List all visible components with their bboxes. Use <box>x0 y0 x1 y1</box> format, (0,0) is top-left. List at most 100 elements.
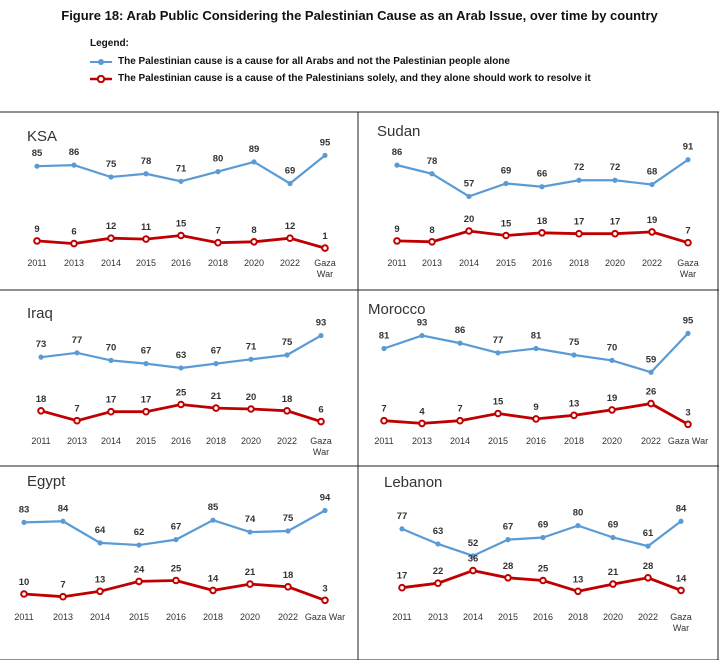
tick-label-ksa: 2014 <box>101 258 121 268</box>
tick-label-line: War <box>313 447 329 457</box>
data-label-all-arabs-egypt: 62 <box>134 527 145 538</box>
point-palestinians-only-morocco <box>684 420 692 429</box>
data-label-palestinians-only-ksa: 1 <box>322 231 328 242</box>
point-palestinians-only-iraq <box>37 407 45 415</box>
point-all-arabs-egypt <box>97 540 103 546</box>
tick-label-ksa: Gaza War <box>314 258 336 279</box>
tick-label-morocco: Gaza War <box>668 436 708 446</box>
point-all-arabs-iraq <box>213 361 219 367</box>
data-label-all-arabs-egypt: 74 <box>245 514 256 525</box>
point-all-arabs-morocco <box>457 340 463 346</box>
point-all-arabs-morocco <box>609 357 615 363</box>
point-palestinians-only-egypt <box>321 596 329 605</box>
point-all-arabs-lebanon <box>645 543 651 549</box>
point-all-arabs-iraq <box>38 354 44 360</box>
data-label-all-arabs-ksa: 80 <box>213 154 224 165</box>
data-label-palestinians-only-iraq: 18 <box>282 394 293 405</box>
data-label-palestinians-only-egypt: 14 <box>208 573 219 584</box>
point-palestinians-only-ksa <box>286 234 294 242</box>
data-label-palestinians-only-morocco: 4 <box>419 406 425 417</box>
point-all-arabs-morocco <box>571 352 577 358</box>
data-label-palestinians-only-egypt: 7 <box>60 580 65 591</box>
tick-label-morocco: 2014 <box>450 436 470 446</box>
tick-label-ksa: 2016 <box>171 258 191 268</box>
point-all-arabs-sudan <box>539 184 545 190</box>
point-palestinians-only-egypt <box>20 590 28 598</box>
point-all-arabs-iraq <box>318 332 324 339</box>
point-all-arabs-iraq <box>178 365 184 371</box>
tick-label-sudan: 2013 <box>422 258 442 268</box>
data-label-palestinians-only-iraq: 20 <box>246 392 257 403</box>
point-palestinians-only-sudan <box>538 229 546 237</box>
point-palestinians-only-lebanon <box>504 574 512 582</box>
data-label-all-arabs-iraq: 67 <box>141 346 152 357</box>
data-label-palestinians-only-egypt: 13 <box>95 574 106 585</box>
point-all-arabs-iraq <box>108 357 114 363</box>
legend-item-palestinians-only: The Palestinian cause is a cause of the … <box>90 70 591 87</box>
point-all-arabs-egypt <box>285 528 291 534</box>
data-label-palestinians-only-egypt: 10 <box>19 577 30 588</box>
point-all-arabs-egypt <box>322 507 328 514</box>
point-palestinians-only-morocco <box>494 409 502 418</box>
data-label-palestinians-only-morocco: 13 <box>569 398 580 409</box>
data-label-palestinians-only-egypt: 25 <box>171 564 182 575</box>
point-all-arabs-morocco <box>495 350 501 356</box>
point-palestinians-only-lebanon <box>539 576 547 585</box>
point-all-arabs-lebanon <box>470 553 476 559</box>
data-label-palestinians-only-ksa: 9 <box>34 224 39 235</box>
tick-label-ksa: 2011 <box>27 258 46 268</box>
point-all-arabs-ksa <box>287 180 293 187</box>
point-all-arabs-lebanon <box>575 523 581 529</box>
data-label-all-arabs-ksa: 75 <box>106 159 117 170</box>
point-palestinians-only-egypt <box>209 586 217 595</box>
data-label-palestinians-only-morocco: 3 <box>685 407 690 418</box>
tick-label-line: War <box>680 269 696 279</box>
point-all-arabs-sudan <box>429 171 435 177</box>
data-label-palestinians-only-lebanon: 21 <box>608 567 619 578</box>
data-label-palestinians-only-iraq: 21 <box>211 391 222 402</box>
point-all-arabs-egypt <box>60 518 66 524</box>
tick-label-egypt: 2011 <box>14 612 33 622</box>
data-label-palestinians-only-morocco: 15 <box>493 397 504 408</box>
data-label-all-arabs-ksa: 85 <box>32 148 43 159</box>
point-all-arabs-ksa <box>34 163 40 169</box>
tick-label-morocco: 2020 <box>602 436 622 446</box>
legend-heading: Legend: <box>90 38 129 49</box>
data-label-all-arabs-morocco: 59 <box>646 354 657 365</box>
legend-swatch-red <box>90 74 112 83</box>
legend-item-all-arabs: The Palestinian cause is a cause for all… <box>90 53 591 70</box>
tick-label-sudan: 2016 <box>532 258 552 268</box>
point-all-arabs-ksa <box>215 169 221 175</box>
data-label-all-arabs-sudan: 72 <box>610 162 621 173</box>
data-label-all-arabs-morocco: 70 <box>607 342 618 353</box>
data-label-palestinians-only-morocco: 26 <box>646 387 657 398</box>
point-all-arabs-sudan <box>466 193 472 200</box>
data-label-all-arabs-lebanon: 61 <box>643 528 654 539</box>
data-label-all-arabs-iraq: 75 <box>282 337 293 348</box>
tick-label-egypt: Gaza War <box>305 612 345 622</box>
tick-label-lebanon: 2020 <box>603 612 623 622</box>
point-palestinians-only-morocco <box>647 399 655 408</box>
point-palestinians-only-morocco <box>380 416 388 425</box>
tick-label-sudan: 2018 <box>569 258 589 268</box>
data-label-all-arabs-morocco: 86 <box>455 325 466 336</box>
point-all-arabs-egypt <box>136 542 142 548</box>
point-palestinians-only-morocco <box>570 411 578 420</box>
tick-label-egypt: 2015 <box>129 612 149 622</box>
tick-label-morocco: 2018 <box>564 436 584 446</box>
data-label-palestinians-only-lebanon: 17 <box>397 571 408 582</box>
data-label-all-arabs-ksa: 71 <box>176 163 187 174</box>
data-label-palestinians-only-sudan: 17 <box>574 217 585 228</box>
data-label-palestinians-only-sudan: 19 <box>647 215 658 226</box>
tick-label-morocco: 2022 <box>641 436 661 446</box>
tick-label-egypt: 2018 <box>203 612 223 622</box>
data-label-palestinians-only-iraq: 17 <box>106 395 117 406</box>
panel-title-morocco: Morocco <box>368 301 426 318</box>
point-palestinians-only-lebanon <box>677 586 685 595</box>
point-all-arabs-ksa <box>322 152 328 158</box>
point-palestinians-only-sudan <box>684 238 692 247</box>
point-all-arabs-lebanon <box>540 534 546 541</box>
data-label-all-arabs-iraq: 71 <box>246 341 257 352</box>
panel-title-egypt: Egypt <box>27 473 66 490</box>
data-label-all-arabs-ksa: 78 <box>141 156 152 167</box>
